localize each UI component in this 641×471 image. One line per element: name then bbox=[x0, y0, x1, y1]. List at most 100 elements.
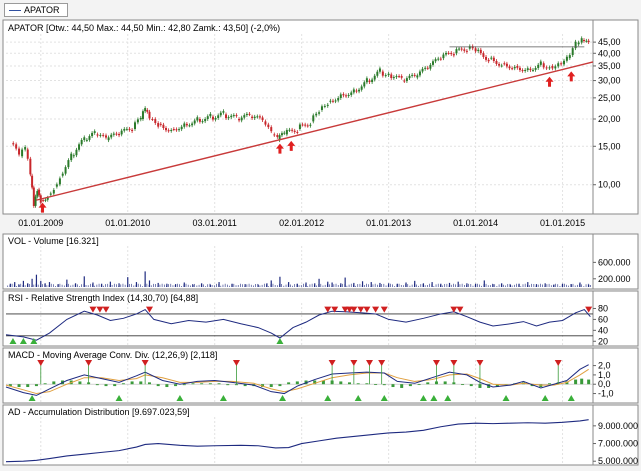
price-candle bbox=[551, 65, 554, 69]
price-candle bbox=[431, 61, 434, 65]
price-candle bbox=[159, 123, 162, 125]
ad-y-tick-label: 9.000.000 bbox=[598, 421, 638, 431]
ad-y-tick-label: 7.000.000 bbox=[598, 439, 638, 449]
price-candle bbox=[574, 41, 577, 49]
macd-histogram-bar bbox=[374, 384, 378, 386]
price-candle bbox=[434, 59, 437, 62]
price-x-tick-label: 01.01.2013 bbox=[366, 218, 411, 228]
price-candle bbox=[144, 108, 147, 112]
legend-ticker-label: APATOR bbox=[24, 5, 60, 15]
price-candle bbox=[306, 125, 309, 127]
macd-histogram-bar bbox=[121, 383, 125, 385]
price-candle bbox=[240, 117, 243, 121]
rsi-line bbox=[5, 308, 591, 341]
price-candle bbox=[85, 139, 88, 141]
macd-sell-marker bbox=[432, 360, 440, 366]
price-candle bbox=[175, 129, 178, 131]
price-candle bbox=[339, 94, 342, 99]
price-candle bbox=[315, 113, 318, 116]
price-candle bbox=[529, 68, 532, 71]
price-candle bbox=[371, 79, 374, 83]
price-candle bbox=[580, 38, 583, 43]
price-candle bbox=[309, 124, 312, 126]
price-candle bbox=[128, 128, 131, 130]
price-candle bbox=[505, 63, 508, 67]
price-candle bbox=[526, 68, 529, 70]
price-candle bbox=[524, 69, 527, 71]
macd-histogram-bar bbox=[26, 384, 30, 388]
price-candle bbox=[479, 49, 482, 54]
price-candle bbox=[320, 106, 323, 110]
price-candle bbox=[18, 148, 21, 155]
macd-buy-marker bbox=[28, 395, 36, 401]
macd-histogram-bar bbox=[200, 383, 204, 385]
price-x-axis: 01.01.2009 01.01.2010 03.01.2011 02.01.2012… bbox=[18, 218, 585, 228]
price-candle bbox=[141, 111, 144, 120]
price-candle bbox=[118, 133, 121, 136]
macd-histogram-bar bbox=[287, 382, 291, 385]
macd-histogram-bar bbox=[587, 379, 591, 385]
price-candle bbox=[439, 58, 442, 60]
macd-histogram-bar bbox=[580, 378, 584, 385]
price-candle bbox=[291, 129, 294, 131]
price-candle bbox=[323, 105, 326, 107]
rsi-sell-marker bbox=[96, 306, 104, 313]
macd-histogram-bar bbox=[52, 381, 56, 385]
macd-y-tick-label: 0,0 bbox=[598, 379, 611, 389]
price-candle bbox=[172, 128, 175, 130]
rsi-panel: RSI - Relative Strength Index (14,30,70)… bbox=[8, 293, 198, 303]
price-x-tick-label: 01.01.2014 bbox=[453, 218, 498, 228]
macd-sell-marker bbox=[328, 360, 336, 366]
price-candle bbox=[450, 52, 453, 55]
price-candle bbox=[162, 124, 165, 128]
price-candle bbox=[460, 48, 463, 50]
price-candle bbox=[151, 119, 154, 121]
price-candle bbox=[110, 134, 113, 138]
price-y-tick-label: 15,00 bbox=[598, 141, 621, 151]
rsi-buy-marker bbox=[30, 338, 38, 344]
price-candle bbox=[185, 123, 188, 126]
macd-histogram-bar bbox=[313, 380, 317, 385]
support-trendline bbox=[36, 61, 594, 201]
macd-histogram-bar bbox=[408, 384, 412, 387]
price-candle bbox=[96, 134, 99, 136]
price-candle bbox=[123, 128, 126, 131]
price-candle bbox=[276, 135, 279, 137]
price-candle bbox=[227, 117, 230, 119]
price-candle bbox=[253, 116, 256, 119]
price-candle bbox=[78, 144, 81, 150]
macd-frame bbox=[2, 347, 639, 404]
price-candle bbox=[230, 115, 233, 118]
price-candle bbox=[548, 67, 551, 69]
macd-sell-marker bbox=[554, 360, 562, 366]
price-candle bbox=[258, 116, 261, 118]
rsi-header: RSI - Relative Strength Index (14,30,70)… bbox=[8, 293, 198, 303]
price-candle bbox=[102, 134, 105, 136]
price-candle bbox=[248, 113, 251, 115]
price-candle bbox=[358, 89, 361, 92]
price-candle bbox=[245, 113, 248, 116]
volume-y-tick-label: 200.000 bbox=[598, 274, 631, 284]
price-candle bbox=[64, 167, 67, 174]
price-candle bbox=[270, 127, 273, 132]
price-candle bbox=[120, 130, 123, 135]
macd-panel: MACD - Moving Average Conv. Div. (12,26,… bbox=[8, 350, 217, 360]
price-candle bbox=[232, 115, 235, 117]
ad-y-tick-label: 5.000.000 bbox=[598, 456, 638, 466]
price-candle bbox=[191, 123, 194, 126]
price-candle bbox=[587, 40, 590, 43]
price-candle bbox=[183, 123, 186, 127]
price-candle bbox=[38, 189, 41, 196]
macd-buy-marker bbox=[115, 395, 123, 401]
macd-histogram-bar bbox=[487, 384, 491, 388]
price-candle bbox=[217, 115, 220, 118]
price-candle bbox=[72, 155, 75, 157]
price-candle bbox=[545, 67, 548, 69]
macd-histogram-bar bbox=[443, 381, 447, 385]
price-candle bbox=[222, 111, 225, 113]
price-panel: APATOR [Otw.: 44,50 Max.: 44,50 Min.: 42… bbox=[8, 23, 280, 33]
price-candle bbox=[513, 66, 516, 69]
macd-histogram-bar bbox=[356, 383, 360, 385]
macd-histogram-bar bbox=[208, 383, 212, 385]
price-candle bbox=[285, 130, 288, 135]
